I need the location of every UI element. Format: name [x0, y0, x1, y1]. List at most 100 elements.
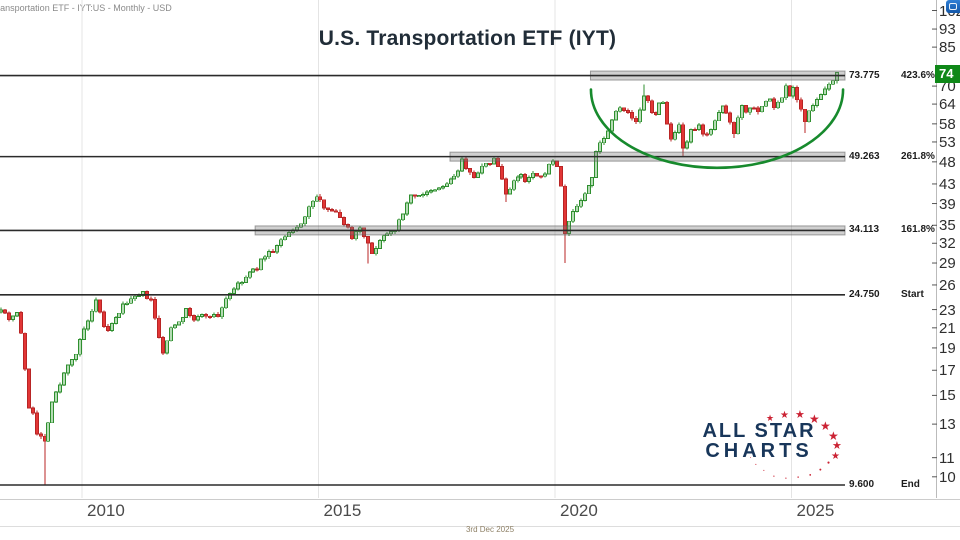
- candle-body: [748, 107, 752, 113]
- logo-star-icon: ★: [828, 429, 839, 443]
- candle-body: [464, 158, 468, 169]
- candle-body: [129, 298, 133, 304]
- year-label: 2015: [323, 501, 362, 520]
- candle-body: [200, 314, 204, 317]
- price-tick-label: 58: [939, 115, 956, 133]
- candle-body: [831, 80, 835, 85]
- candle-body: [456, 170, 460, 177]
- candle-body: [66, 364, 70, 374]
- candle-body: [701, 124, 705, 135]
- price-tick-label: 85: [939, 39, 956, 57]
- candle-body: [220, 307, 224, 318]
- candle-body: [567, 220, 571, 234]
- candle-body: [717, 112, 721, 122]
- candle-body: [188, 308, 192, 316]
- price-tick-label: 48: [939, 153, 956, 171]
- candle-body: [27, 368, 31, 409]
- candle-body: [90, 310, 94, 322]
- candle-body: [784, 85, 788, 99]
- candle-body: [74, 353, 78, 360]
- candle-body: [721, 105, 725, 113]
- price-tick-label: 64: [939, 96, 956, 114]
- candle-body: [728, 112, 732, 123]
- logo-star-icon: ★: [766, 413, 775, 423]
- logo-dot-icon: ●: [755, 463, 757, 466]
- candle-body: [650, 100, 654, 113]
- candle-body: [157, 317, 161, 338]
- allstarcharts-logo: ALL STAR CHARTS ★ ★ ★ ★ ★ ★ ★ ★ ● ● ● ● ● ● ● ● ●: [700, 400, 860, 485]
- candle-body: [86, 320, 90, 330]
- candle-body: [610, 119, 614, 132]
- candle-body: [153, 299, 157, 319]
- candle-body: [681, 124, 685, 149]
- candle-body: [519, 174, 523, 178]
- logo-star-icon: ★: [831, 451, 840, 462]
- candle-body: [575, 205, 579, 212]
- logo-text-line2: CHARTS: [705, 440, 813, 462]
- candle-body: [803, 108, 807, 123]
- candle-body: [460, 158, 464, 172]
- candle-body: [677, 124, 681, 133]
- candles: [0, 72, 839, 485]
- price-tick-label: 39: [939, 195, 956, 213]
- candle-body: [181, 317, 185, 323]
- candle-body: [547, 163, 551, 175]
- candle-body: [405, 202, 409, 215]
- candle-body: [228, 293, 232, 300]
- candle-body: [788, 85, 792, 97]
- candle-body: [315, 196, 319, 202]
- candle-body: [661, 101, 665, 104]
- candle-body: [634, 117, 638, 123]
- fib-percent: 161.8%: [901, 224, 935, 236]
- candle-body: [472, 171, 476, 178]
- candle-body: [587, 185, 591, 195]
- candle-body: [768, 98, 772, 102]
- logo-dot-icon: ●: [750, 457, 752, 459]
- candle-body: [114, 317, 118, 324]
- candle-body: [279, 239, 283, 247]
- candle-body: [46, 422, 50, 442]
- candle-body: [259, 258, 263, 271]
- logo-star-icon: ★: [832, 440, 842, 452]
- date-stamp: 3rd Dec 2025: [465, 525, 515, 534]
- candle-body: [334, 210, 338, 213]
- candle-body: [110, 323, 114, 331]
- candle-body: [78, 338, 82, 355]
- candle-body: [433, 189, 437, 192]
- price-tick-label: 35: [939, 217, 956, 235]
- fib-percent: 423.6%: [901, 69, 935, 81]
- candle-body: [212, 313, 216, 318]
- candle-body: [594, 151, 598, 178]
- date-axis[interactable]: [0, 498, 935, 526]
- logo-text-line1: ALL STAR: [702, 420, 816, 442]
- candle-body: [204, 314, 208, 317]
- candle-body: [117, 312, 121, 318]
- candle-body: [776, 101, 780, 109]
- candle-body: [70, 359, 74, 366]
- candle-body: [760, 105, 764, 113]
- candle-body: [342, 217, 346, 225]
- candle-body: [657, 102, 661, 115]
- candle-body: [555, 160, 559, 167]
- candle-body: [697, 124, 701, 130]
- logo-star-icon: ★: [809, 412, 820, 426]
- candle-body: [374, 248, 378, 255]
- candle-body: [476, 172, 480, 178]
- candle-body: [713, 120, 717, 130]
- candle-body: [638, 109, 642, 123]
- price-tick-label: 43: [939, 175, 956, 193]
- candle-body: [795, 87, 799, 101]
- price-tick-label: 93: [939, 21, 956, 39]
- candle-body: [161, 336, 165, 354]
- candle-body: [732, 121, 736, 135]
- candle-body: [413, 194, 417, 197]
- candle-body: [618, 107, 622, 112]
- candle-body: [468, 168, 472, 173]
- candle-body: [811, 105, 815, 112]
- candle-body: [689, 128, 693, 143]
- logo-star-icon: ★: [780, 410, 789, 421]
- chart-settings-icon[interactable]: [946, 0, 960, 13]
- logo-dot-icon: ●: [797, 475, 800, 479]
